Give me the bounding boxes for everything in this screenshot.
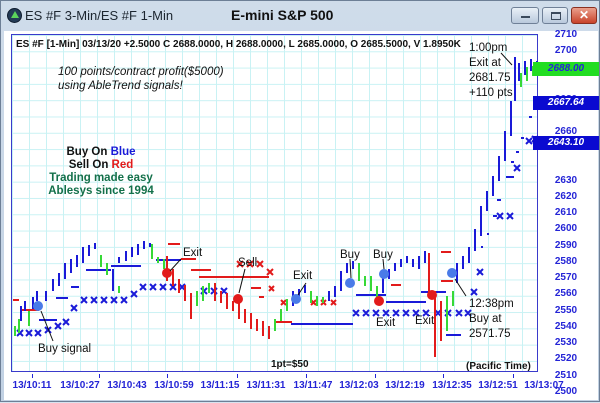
x-tick: 13/12:35 xyxy=(432,380,472,391)
y-tick: 2610 xyxy=(554,207,578,218)
x-tick: 13/12:03 xyxy=(339,380,379,391)
label-exit-text: Exit at xyxy=(469,57,501,69)
y-tick: 2560 xyxy=(554,288,578,299)
annotation-arrows xyxy=(40,52,513,342)
maximize-button[interactable] xyxy=(542,7,568,24)
y-tick: 2570 xyxy=(554,272,578,283)
legend-buy-prefix: Buy On xyxy=(66,146,111,158)
x-tick: 13/11:31 xyxy=(246,380,286,391)
x-tick: 13/10:59 xyxy=(154,380,194,391)
buy-marker xyxy=(291,294,301,304)
x-tick: 13/10:43 xyxy=(107,380,147,391)
y-tick: 2590 xyxy=(554,240,578,251)
legend-company: Ablesys since 1994 xyxy=(48,185,154,197)
label-buy-1: Buy xyxy=(340,249,360,261)
y-tick: 2540 xyxy=(554,321,578,332)
y-tick: 2550 xyxy=(554,305,578,316)
label-buy-signal: Buy signal xyxy=(38,343,92,355)
label-buy-1238: 12:38pm Buy at 2571.75 xyxy=(469,297,514,342)
close-button[interactable]: ✕ xyxy=(571,7,597,24)
title-bar[interactable]: ES #F 3-Min/ES #F 1-Min E-mini S&P 500 ✕ xyxy=(1,1,600,31)
buy-marker xyxy=(379,269,389,279)
signal-markers xyxy=(33,268,457,311)
label-exit-points: +110 pts xyxy=(469,87,513,99)
buy-marker xyxy=(33,301,43,311)
label-buy-2: Buy xyxy=(373,249,393,261)
x-tick: 13/10:27 xyxy=(60,380,100,391)
legend-buy-line: Buy On Blue xyxy=(31,146,171,159)
label-exit-time: 1:00pm xyxy=(469,42,508,54)
exit-marker xyxy=(427,290,437,300)
y-tick: 2630 xyxy=(554,175,578,186)
lower-stop-price-tag: 2643.10 xyxy=(533,136,599,150)
minimize-button[interactable] xyxy=(511,7,539,24)
x-tick-mark xyxy=(443,374,444,378)
x-tick-mark xyxy=(99,374,100,378)
y-tick: 2530 xyxy=(554,337,578,348)
y-tick: 2500 xyxy=(554,386,578,397)
y-tick: 2510 xyxy=(554,370,578,381)
legend-sell-word: Red xyxy=(111,159,134,171)
x-tick: 13/12:51 xyxy=(478,380,518,391)
x-tick: 13/11:47 xyxy=(293,380,333,391)
legend-buy-word: Blue xyxy=(110,146,136,158)
label-exit-4: Exit xyxy=(415,315,435,327)
timezone-note: (Pacific Time) xyxy=(466,361,531,372)
label-buy-1238-price: 2571.75 xyxy=(469,328,511,340)
label-exit-3: Exit xyxy=(376,317,396,329)
x-tick-mark xyxy=(167,374,168,378)
profit-note: 100 points/contract profit($5000) using … xyxy=(58,65,224,93)
ohlc-info-line: ES #F [1-Min] 03/13/20 +2.5000 C 2688.00… xyxy=(16,39,461,50)
label-exit-price: 2681.75 xyxy=(469,72,511,84)
last-price-tag: 2688.00 xyxy=(533,62,599,76)
window-title: ES #F 3-Min/ES #F 1-Min xyxy=(25,8,174,23)
chart-title: E-mini S&P 500 xyxy=(231,7,334,23)
y-tick: 2580 xyxy=(554,256,578,267)
label-sell: Sell xyxy=(238,257,258,269)
exit-marker xyxy=(374,296,384,306)
y-tick: 2700 xyxy=(554,45,578,56)
app-logo-icon xyxy=(7,8,22,23)
x-tick-mark xyxy=(375,374,376,378)
label-exit-2: Exit xyxy=(293,270,313,282)
buy-marker xyxy=(345,278,355,288)
x-tick-mark xyxy=(237,374,238,378)
x-tick: 13/13:07 xyxy=(524,380,564,391)
legend-sell-line: Sell On Red xyxy=(31,159,171,172)
x-tick-mark xyxy=(306,374,307,378)
profit-note-line1: 100 points/contract profit($5000) xyxy=(58,66,224,78)
label-buy-1238-time: 12:38pm xyxy=(469,298,514,310)
red-dot-stops xyxy=(13,243,453,323)
y-tick: 2710 xyxy=(554,29,578,40)
y-tick: 2660 xyxy=(554,126,578,137)
sell-marker xyxy=(233,294,243,304)
y-tick: 2600 xyxy=(554,223,578,234)
legend-sell-prefix: Sell On xyxy=(68,159,112,171)
x-axis: 13/10:11 13/10:27 13/10:43 13/10:59 13/1… xyxy=(1,374,564,394)
x-tick-mark xyxy=(32,374,33,378)
buy-marker xyxy=(447,268,457,278)
x-tick-mark xyxy=(513,374,514,378)
exit-marker xyxy=(162,268,172,278)
y-axis: 2710 2700 2680 2660 2650 2630 2620 2610 … xyxy=(541,29,600,403)
point-value-note: 1pt=$50 xyxy=(271,359,309,370)
x-tick: 13/10:11 xyxy=(12,380,52,391)
x-tick: 13/11:15 xyxy=(200,380,240,391)
y-tick: 2520 xyxy=(554,353,578,364)
label-exit-1: Exit xyxy=(183,247,203,259)
upper-stop-price-tag: 2667.64 xyxy=(533,96,599,110)
close-icon: ✕ xyxy=(578,8,590,22)
legend-tagline: Trading made easy xyxy=(49,172,153,184)
y-tick: 2620 xyxy=(554,191,578,202)
blue-x-stops xyxy=(16,135,539,337)
label-buy-1238-text: Buy at xyxy=(469,313,502,325)
x-tick: 13/12:19 xyxy=(385,380,425,391)
label-exit-100: 1:00pm Exit at 2681.75 +110 pts xyxy=(469,41,513,101)
profit-note-line2: using AbleTrend signals! xyxy=(58,80,183,92)
color-legend: Buy On Blue Sell On Red Trading made eas… xyxy=(31,146,171,198)
